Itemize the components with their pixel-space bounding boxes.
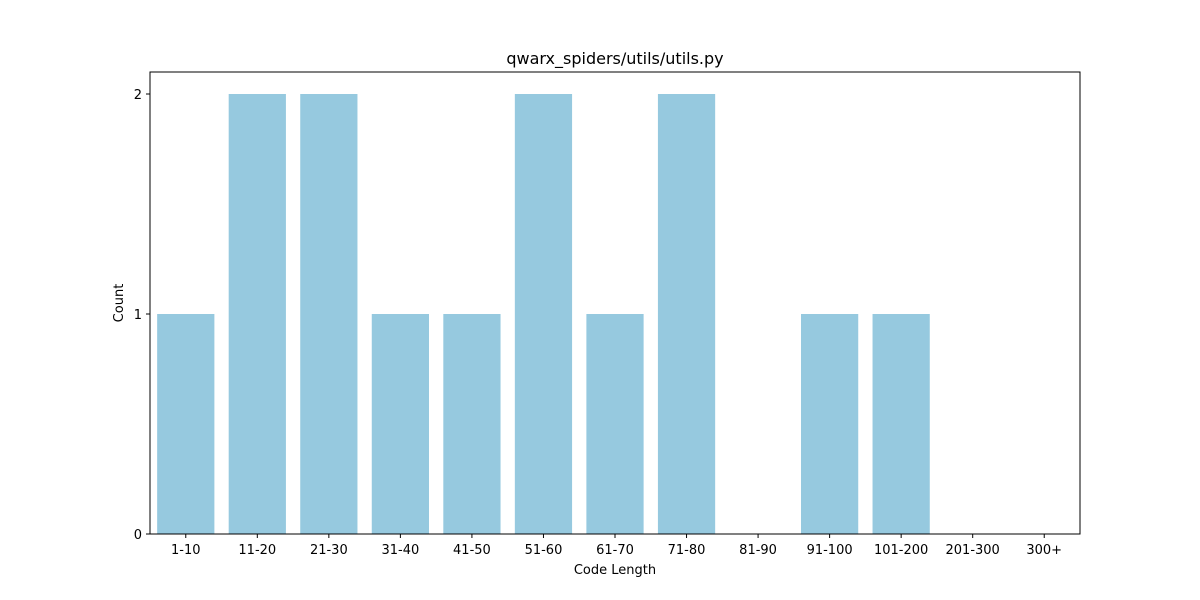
- x-tick-label: 51-60: [525, 543, 563, 558]
- y-axis-title: Count: [112, 284, 127, 323]
- x-tick-label: 201-300: [946, 543, 1000, 558]
- x-tick-label: 11-20: [238, 543, 276, 558]
- chart-title: qwarx_spiders/utils/utils.py: [506, 49, 723, 69]
- bar-1-10: [157, 314, 215, 534]
- bar-11-20: [228, 94, 286, 534]
- x-tick-label: 91-100: [807, 543, 853, 558]
- x-axis: 1-10 11-20 21-30 31-40 41-50 51-60 61-70 71-80 8…: [171, 534, 1062, 558]
- x-tick-label: 21-30: [310, 543, 348, 558]
- x-tick-label: 31-40: [381, 543, 419, 558]
- x-axis-title: Code Length: [574, 563, 656, 578]
- bar-51-60: [514, 94, 573, 534]
- y-tick-label: 2: [134, 88, 142, 103]
- bars-group: [157, 94, 930, 534]
- x-tick-label: 61-70: [596, 543, 634, 558]
- x-tick-label: 41-50: [453, 543, 491, 558]
- y-axis: 0 1 2: [134, 88, 150, 543]
- y-tick-label: 0: [134, 528, 142, 543]
- bar-21-30: [300, 94, 358, 534]
- x-tick-label: 81-90: [739, 543, 777, 558]
- x-tick-label: 300+: [1026, 543, 1062, 558]
- x-tick-label: 1-10: [171, 543, 201, 558]
- bar-31-40: [371, 314, 429, 534]
- x-tick-label: 101-200: [874, 543, 928, 558]
- x-tick-label: 71-80: [668, 543, 706, 558]
- bar-71-80: [657, 94, 716, 534]
- bar-91-100: [801, 314, 859, 534]
- bar-61-70: [586, 314, 644, 534]
- bar-101-200: [872, 314, 930, 534]
- bar-41-50: [443, 314, 501, 534]
- y-tick-label: 1: [134, 308, 142, 323]
